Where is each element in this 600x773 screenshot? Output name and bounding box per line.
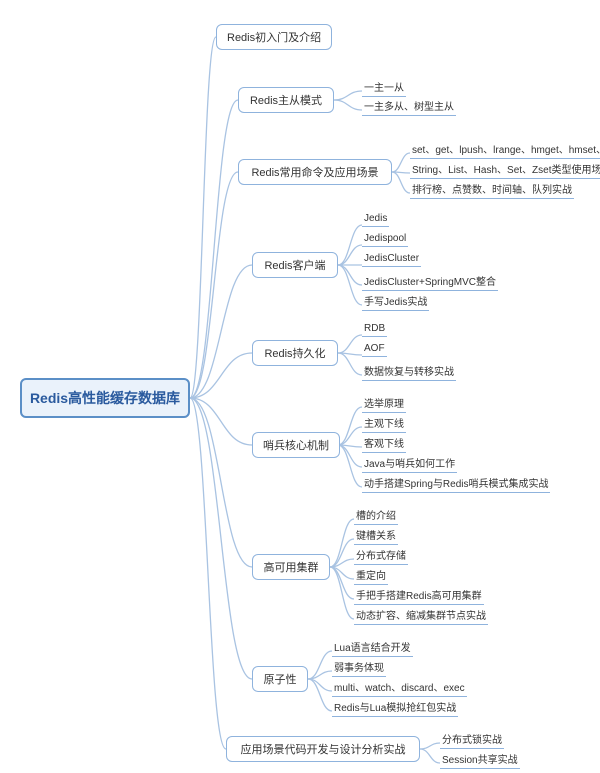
- branch-b9: 应用场景代码开发与设计分析实战: [226, 736, 420, 762]
- branch-b1: Redis初入门及介绍: [216, 24, 332, 50]
- leaf-b9-0: 分布式锁实战: [440, 730, 504, 749]
- leaf-b8-2: multi、watch、discard、exec: [332, 678, 467, 697]
- leaf-b3-2: 排行榜、点赞数、时间轴、队列实战: [410, 180, 574, 199]
- leaf-b4-0: Jedis: [362, 212, 389, 227]
- branch-label: Redis初入门及介绍: [227, 29, 321, 45]
- branch-label: Redis持久化: [264, 345, 325, 361]
- leaf-b8-3: Redis与Lua模拟抢红包实战: [332, 698, 458, 717]
- leaf-b6-1: 主观下线: [362, 414, 406, 433]
- leaf-b8-1: 弱事务体现: [332, 658, 386, 677]
- leaf-b4-1: Jedispool: [362, 232, 408, 247]
- branch-b4: Redis客户端: [252, 252, 338, 278]
- leaf-b6-3: Java与哨兵如何工作: [362, 454, 457, 473]
- branch-b7: 高可用集群: [252, 554, 330, 580]
- leaf-b8-0: Lua语言结合开发: [332, 638, 413, 657]
- leaf-b7-3: 重定向: [354, 566, 388, 585]
- leaf-b7-4: 手把手搭建Redis高可用集群: [354, 586, 484, 605]
- leaf-b3-1: String、List、Hash、Set、Zset类型使用场景: [410, 160, 600, 179]
- leaf-b6-0: 选举原理: [362, 394, 406, 413]
- leaf-b7-0: 槽的介绍: [354, 506, 398, 525]
- leaf-b4-2: JedisCluster: [362, 252, 421, 267]
- leaf-b2-0: 一主一从: [362, 78, 406, 97]
- branch-b3: Redis常用命令及应用场景: [238, 159, 392, 185]
- leaf-b5-1: AOF: [362, 342, 387, 357]
- leaf-b6-4: 动手搭建Spring与Redis哨兵模式集成实战: [362, 474, 550, 493]
- branch-b8: 原子性: [252, 666, 308, 692]
- leaf-b6-2: 客观下线: [362, 434, 406, 453]
- leaf-b5-2: 数据恢复与转移实战: [362, 362, 456, 381]
- leaf-b7-5: 动态扩容、缩减集群节点实战: [354, 606, 488, 625]
- branch-label: Redis主从模式: [250, 92, 322, 108]
- branch-label: Redis常用命令及应用场景: [251, 164, 378, 180]
- leaf-b2-1: 一主多从、树型主从: [362, 97, 456, 116]
- leaf-b4-4: 手写Jedis实战: [362, 292, 429, 311]
- branch-label: 原子性: [264, 671, 297, 687]
- branch-label: 应用场景代码开发与设计分析实战: [241, 741, 406, 757]
- leaf-b4-3: JedisCluster+SpringMVC整合: [362, 272, 498, 291]
- branch-b6: 哨兵核心机制: [252, 432, 340, 458]
- branch-b5: Redis持久化: [252, 340, 338, 366]
- leaf-b7-1: 键槽关系: [354, 526, 398, 545]
- branch-label: 高可用集群: [264, 559, 319, 575]
- mindmap-root: Redis高性能缓存数据库: [20, 378, 190, 418]
- branch-label: 哨兵核心机制: [263, 437, 329, 453]
- leaf-b3-0: set、get、lpush、lrange、hmget、hmset、pipelin…: [410, 140, 600, 159]
- leaf-b9-1: Session共享实战: [440, 750, 520, 769]
- leaf-b5-0: RDB: [362, 322, 387, 337]
- leaf-b7-2: 分布式存储: [354, 546, 408, 565]
- branch-b2: Redis主从模式: [238, 87, 334, 113]
- branch-label: Redis客户端: [264, 257, 325, 273]
